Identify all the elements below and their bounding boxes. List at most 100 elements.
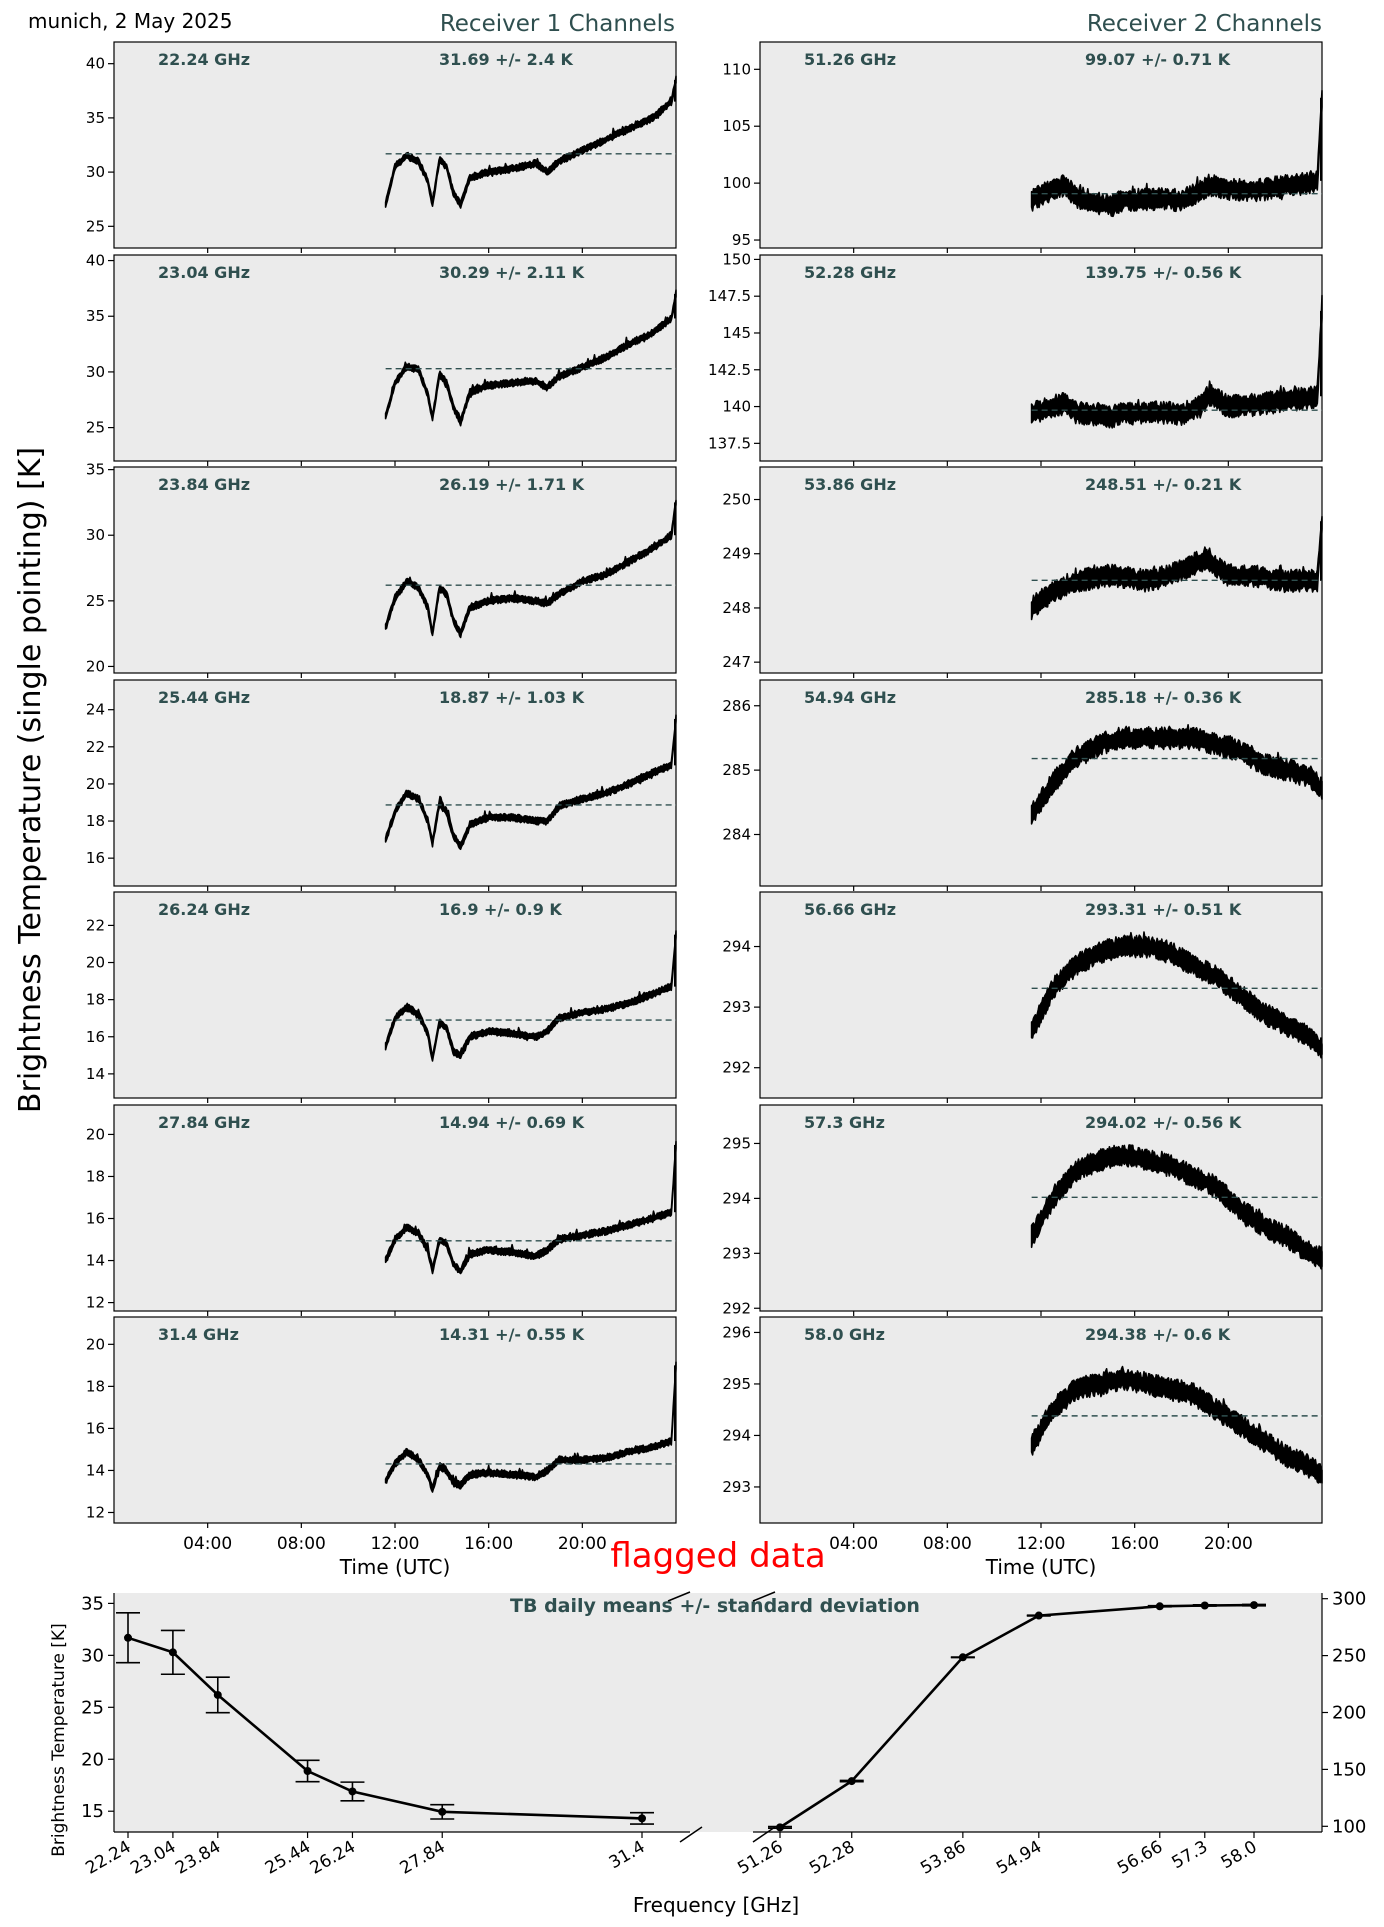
- y-axis-label: Brightness Temperature (single pointing)…: [13, 447, 48, 1113]
- panel-background: [759, 254, 1323, 462]
- y-tick-label: 30: [81, 1645, 104, 1666]
- y-tick-label: 35: [86, 461, 105, 479]
- y-tick-label: 137.5: [708, 434, 751, 452]
- panel-background: [759, 679, 1323, 887]
- axis-break-mark: [679, 1826, 703, 1843]
- y-tick-label: 110: [722, 60, 751, 78]
- y-tick-label: 40: [86, 252, 105, 270]
- y-tick-label: 286: [722, 697, 751, 715]
- frequency-tick-label: 58.0: [1218, 1837, 1261, 1873]
- channel-mean-label: 26.19 +/- 1.71 K: [439, 475, 585, 494]
- receiver2-panels: 95 100 105 110 51.26 GHz 99.07 +/- 0.71 K 137.…: [708, 41, 1323, 1528]
- panel-background: [113, 1316, 677, 1524]
- time-tick-label: 20:00: [558, 1534, 607, 1554]
- axis-break-mark: [752, 1826, 776, 1843]
- y-tick-label: 14: [86, 1461, 105, 1479]
- y-tick-label: 24: [86, 701, 105, 719]
- receiver1-title: Receiver 1 Channels: [440, 11, 675, 37]
- channel-panel: 293 294 295 296 58.0 GHz 294.38 +/- 0.6 K: [722, 1316, 1323, 1528]
- frequency-tick-label: 54.94: [993, 1837, 1045, 1879]
- channel-frequency-label: 54.94 GHz: [804, 688, 896, 707]
- channel-frequency-label: 23.84 GHz: [158, 475, 250, 494]
- y-tick-label: 150: [722, 250, 751, 268]
- channel-mean-label: 18.87 +/- 1.03 K: [439, 688, 585, 707]
- y-tick-label: 25: [86, 217, 105, 235]
- channel-mean-label: 14.94 +/- 0.69 K: [439, 1113, 585, 1132]
- y-tick-label: 40: [86, 55, 105, 73]
- y-tick-label: 35: [86, 109, 105, 127]
- y-tick-label: 292: [722, 1299, 751, 1317]
- y-tick-label: 35: [81, 1593, 104, 1614]
- channel-mean-label: 14.31 +/- 0.55 K: [439, 1325, 585, 1344]
- y-tick-label: 25: [86, 592, 105, 610]
- series-trace: [1030, 1144, 1323, 1270]
- y-tick-label: 35: [86, 307, 105, 325]
- channel-mean-label: 293.31 +/- 0.51 K: [1085, 900, 1242, 919]
- y-tick-label: 147.5: [708, 287, 751, 305]
- y-tick-label: 295: [722, 1134, 751, 1152]
- time-tick-label: 12:00: [371, 1534, 420, 1554]
- channel-frequency-label: 26.24 GHz: [158, 900, 250, 919]
- receiver2-title: Receiver 2 Channels: [1087, 11, 1322, 37]
- frequency-tick-label: 52.28: [806, 1837, 858, 1879]
- channel-panel: 14 16 18 20 22 26.24 GHz 16.9 +/- 0.9 K: [86, 891, 677, 1103]
- time-tick-label: 16:00: [464, 1534, 513, 1554]
- time-tick-label: 16:00: [1110, 1534, 1159, 1554]
- time-tick-label: 08:00: [923, 1534, 972, 1554]
- frequency-tick-label: 25.44: [262, 1837, 314, 1879]
- channel-mean-label: 285.18 +/- 0.36 K: [1085, 688, 1242, 707]
- panel-background: [113, 466, 677, 674]
- y-tick-label: 16: [86, 849, 105, 867]
- channel-frequency-label: 57.3 GHz: [804, 1113, 885, 1132]
- y-tick-label: 294: [722, 1189, 751, 1207]
- y-tick-label: 18: [86, 991, 105, 1009]
- y-tick-label: 30: [86, 363, 105, 381]
- channel-frequency-label: 56.66 GHz: [804, 900, 896, 919]
- frequency-tick-label: 23.84: [172, 1837, 224, 1879]
- y-tick-label: 16: [86, 1028, 105, 1046]
- y-tick-label: 294: [722, 938, 751, 956]
- y-tick-label: 150: [1332, 1759, 1366, 1780]
- y-tick-label: 18: [86, 812, 105, 830]
- frequency-tick-label: 23.04: [127, 1837, 179, 1879]
- channel-panel: 16 18 20 22 24 25.44 GHz 18.87 +/- 1.03 K: [86, 679, 677, 891]
- receiver1-xlabel: Time (UTC): [339, 1555, 451, 1579]
- y-tick-label: 30: [86, 163, 105, 181]
- y-tick-label: 12: [86, 1294, 105, 1312]
- y-tick-label: 247: [722, 653, 751, 671]
- panel-background: [113, 891, 677, 1099]
- y-tick-label: 200: [1332, 1703, 1366, 1724]
- y-tick-label: 100: [722, 174, 751, 192]
- y-tick-label: 25: [86, 419, 105, 437]
- y-tick-label: 248: [722, 599, 751, 617]
- y-tick-label: 16: [86, 1210, 105, 1228]
- mean-line-series: [127, 1636, 643, 1820]
- daily-means-xlabel: Frequency [GHz]: [633, 1893, 799, 1917]
- frequency-tick-label: 27.84: [397, 1837, 449, 1879]
- channel-panel: 292 293 294 295 57.3 GHz 294.02 +/- 0.56 K: [722, 1104, 1323, 1317]
- channel-panel: 247 248 249 250 53.86 GHz 248.51 +/- 0.21 K: [722, 466, 1323, 678]
- y-tick-label: 293: [722, 998, 751, 1016]
- y-tick-label: 20: [86, 1335, 105, 1353]
- y-tick-label: 14: [86, 1065, 105, 1083]
- channel-panel: 137.5 140 142.5 145 147.5 150 52.28 GHz 139.75 …: [708, 250, 1323, 466]
- y-tick-label: 20: [86, 657, 105, 675]
- y-tick-label: 100: [1332, 1816, 1366, 1837]
- channel-panel: 95 100 105 110 51.26 GHz 99.07 +/- 0.71 K: [722, 41, 1323, 253]
- y-tick-label: 294: [722, 1426, 751, 1444]
- channel-panel: 20 25 30 35 23.84 GHz 26.19 +/- 1.71 K: [86, 461, 677, 678]
- channel-frequency-label: 23.04 GHz: [158, 263, 250, 282]
- y-tick-label: 15: [81, 1801, 104, 1822]
- series-trace: [1030, 1365, 1323, 1484]
- daily-means-title: TB daily means +/- standard deviation: [510, 1595, 920, 1617]
- frequency-tick-label: 31.4: [606, 1837, 649, 1873]
- frequency-tick-label: 51.26: [734, 1837, 786, 1879]
- channel-panel: 25 30 35 40 23.04 GHz 30.29 +/- 2.11 K: [86, 252, 677, 466]
- channel-frequency-label: 27.84 GHz: [158, 1113, 250, 1132]
- series-trace: [1030, 931, 1323, 1059]
- channel-panel: 292 293 294 56.66 GHz 293.31 +/- 0.51 K: [722, 891, 1323, 1103]
- y-tick-label: 295: [722, 1375, 751, 1393]
- receiver1-panels: 25 30 35 40 22.24 GHz 31.69 +/- 2.4 K 25 30 35 40…: [86, 41, 677, 1528]
- frequency-tick-label: 22.24: [82, 1837, 134, 1879]
